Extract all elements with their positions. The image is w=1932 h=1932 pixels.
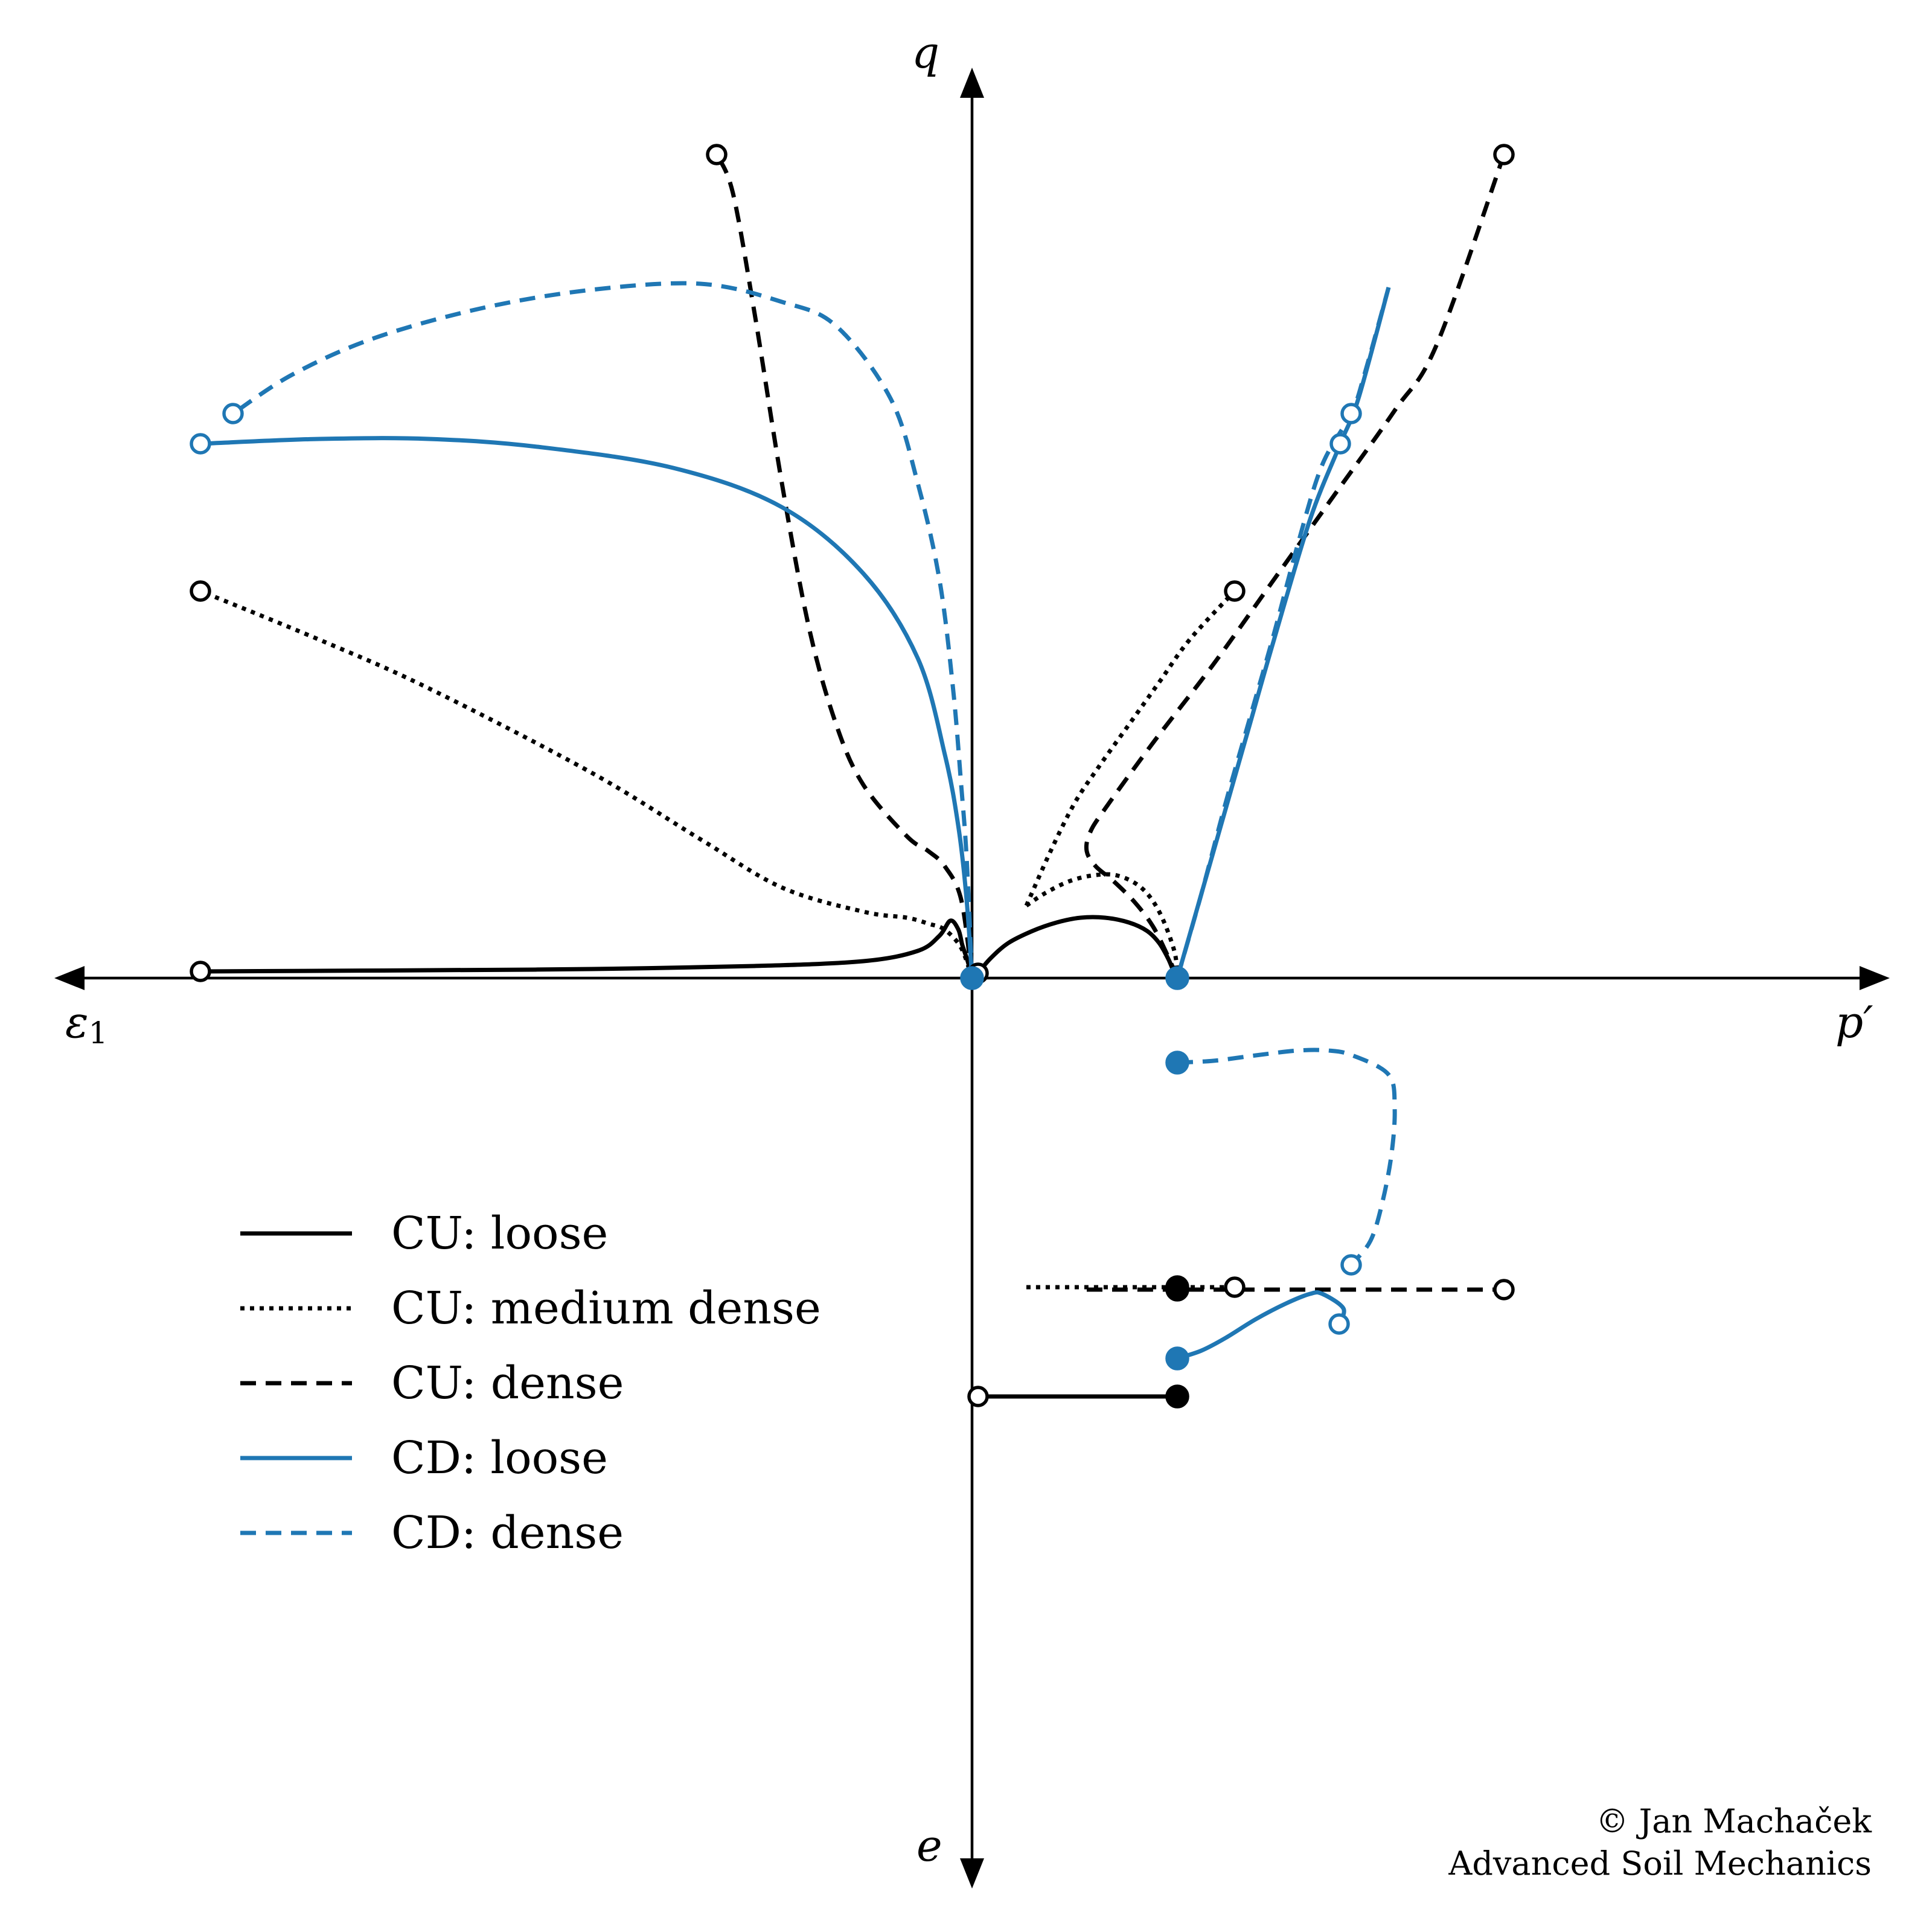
curve-p-q-upper-cu-medium-dense: [1024, 589, 1236, 907]
end-marker-p-q-cd-dense: [1340, 403, 1362, 424]
end-marker-q-eps-cd-dense: [222, 403, 244, 424]
p-axis-arrow: [1860, 966, 1890, 990]
legend-item: CU: dense: [240, 1357, 624, 1409]
legend-label: CD: loose: [391, 1432, 608, 1484]
curve-p-q-cu-medium-dense: [1025, 872, 1180, 979]
eps-symbol: ε: [65, 997, 89, 1048]
curve-p-q-cu-dense: [1084, 153, 1506, 979]
end-marker-e-p-cu-dense: [1493, 1279, 1515, 1300]
e-axis-label: e: [916, 1820, 942, 1871]
start-marker-e-p-cu-dense: [1165, 1278, 1189, 1302]
legend-item: CU: loose: [240, 1208, 608, 1259]
legend: CU: loose CU: medium dense CU: dense CD:…: [240, 1208, 821, 1559]
legend-label: CU: loose: [391, 1208, 608, 1259]
start-marker-p-q: [1165, 966, 1189, 990]
end-marker-p-q-cu-dense: [1493, 144, 1515, 165]
end-marker-e-p-cd-dense: [1340, 1254, 1362, 1276]
legend-label: CU: medium dense: [391, 1282, 821, 1334]
legend-item: CU: medium dense: [240, 1282, 821, 1334]
e-axis-arrow: [960, 1858, 984, 1889]
end-marker-e-p-cu-loose: [967, 1386, 989, 1407]
q-axis-arrow: [960, 68, 984, 98]
curve-q-eps-cu-loose: [200, 918, 974, 979]
legend-item: CD: loose: [240, 1432, 608, 1484]
eps-axis-arrow: [54, 966, 85, 990]
start-marker-q-eps: [960, 966, 984, 990]
legend-item: CD: dense: [240, 1507, 624, 1559]
credit-author: © Jan Machaček: [1596, 1802, 1872, 1840]
end-marker-q-eps-cu-medium-dense: [190, 580, 211, 602]
eps-subscript: 1: [89, 1016, 108, 1051]
end-marker-q-eps-cd-loose: [190, 433, 211, 455]
end-marker-p-q-cu-medium-dense: [1224, 580, 1246, 602]
end-marker-q-eps-cu-dense: [706, 144, 728, 165]
curve-p-q-cu-loose: [976, 915, 1179, 979]
curve-q-eps-cu-dense: [714, 153, 974, 979]
legend-label: CD: dense: [391, 1507, 624, 1559]
markers: [190, 144, 1515, 1409]
end-marker-p-q-cd-loose: [1329, 433, 1351, 455]
p-axis-label: p′: [1835, 997, 1873, 1048]
end-marker-q-eps-cu-loose: [190, 961, 211, 982]
curve-p-q-cd-loose: [1175, 287, 1391, 979]
credit-course: Advanced Soil Mechanics: [1448, 1844, 1872, 1882]
start-marker-e-p-cu-loose: [1165, 1384, 1189, 1409]
curve-q-eps-cd-loose: [200, 436, 974, 979]
eps-axis-label: ε1: [65, 997, 107, 1051]
curve-e-p-cd-dense: [1177, 1048, 1397, 1267]
q-axis-label: q: [912, 27, 939, 78]
end-marker-e-p-cd-loose: [1328, 1313, 1350, 1335]
start-marker-e-p-cd-loose: [1165, 1346, 1189, 1371]
curve-p-q-cd-dense: [1175, 287, 1391, 979]
end-marker-e-p-cu-medium-dense: [1224, 1276, 1246, 1298]
curve-q-eps-cd-dense: [232, 281, 974, 979]
curve-q-eps-cu-medium-dense: [199, 589, 974, 979]
curve-e-p-cd-loose: [1176, 1290, 1346, 1361]
start-marker-e-p-cd-dense: [1165, 1051, 1189, 1075]
credit: © Jan Machaček Advanced Soil Mechanics: [1448, 1802, 1872, 1882]
legend-label: CU: dense: [391, 1357, 624, 1409]
curves: [199, 153, 1506, 1399]
